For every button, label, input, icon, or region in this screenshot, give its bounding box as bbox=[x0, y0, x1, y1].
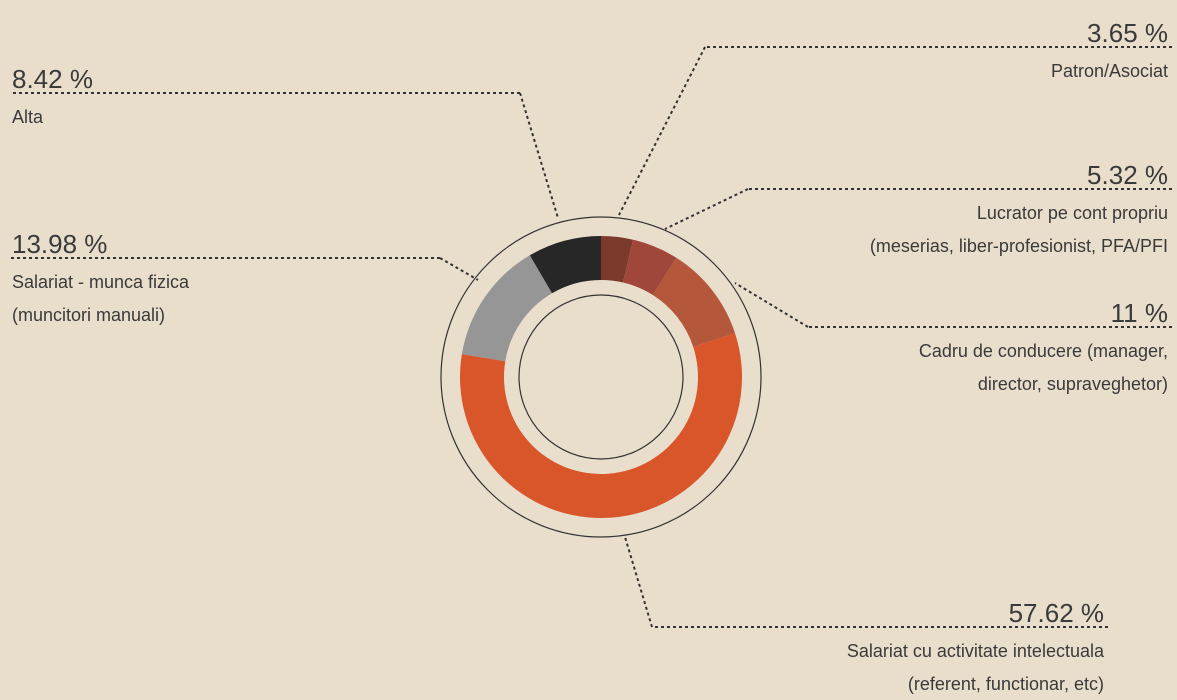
donut-segment bbox=[652, 257, 736, 347]
value-label: 3.65 % bbox=[1087, 18, 1168, 48]
category-label: Cadru de conducere (manager, bbox=[919, 341, 1168, 361]
donut-segment bbox=[601, 236, 634, 283]
leader-line bbox=[519, 92, 559, 219]
leader-line bbox=[734, 282, 809, 328]
donut-segment bbox=[529, 236, 601, 294]
category-label: director, supraveghetor) bbox=[978, 374, 1168, 394]
value-label: 5.32 % bbox=[1087, 160, 1168, 190]
category-label: (referent, functionar, etc) bbox=[908, 674, 1104, 694]
category-label: Lucrator pe cont propriu bbox=[977, 203, 1168, 223]
category-label: Patron/Asociat bbox=[1051, 61, 1168, 81]
leader-line bbox=[439, 257, 479, 281]
donut-segment bbox=[459, 333, 743, 518]
donut-segment bbox=[461, 255, 553, 362]
value-label: 13.98 % bbox=[12, 229, 107, 259]
donut-segment bbox=[623, 239, 677, 296]
leader-line bbox=[618, 46, 706, 216]
category-label: Alta bbox=[12, 107, 44, 127]
outer-ring bbox=[440, 216, 762, 538]
inner-ring bbox=[518, 294, 684, 460]
value-label: 8.42 % bbox=[12, 64, 93, 94]
category-label: Salariat - munca fizica bbox=[12, 272, 190, 292]
category-label: (meserias, liber-profesionist, PFA/PFI bbox=[870, 236, 1168, 256]
value-label: 11 % bbox=[1111, 298, 1168, 328]
leader-line bbox=[624, 536, 653, 628]
category-label: (muncitori manuali) bbox=[12, 305, 165, 325]
value-label: 57.62 % bbox=[1009, 598, 1104, 628]
category-label: Salariat cu activitate intelectuala bbox=[847, 641, 1105, 661]
